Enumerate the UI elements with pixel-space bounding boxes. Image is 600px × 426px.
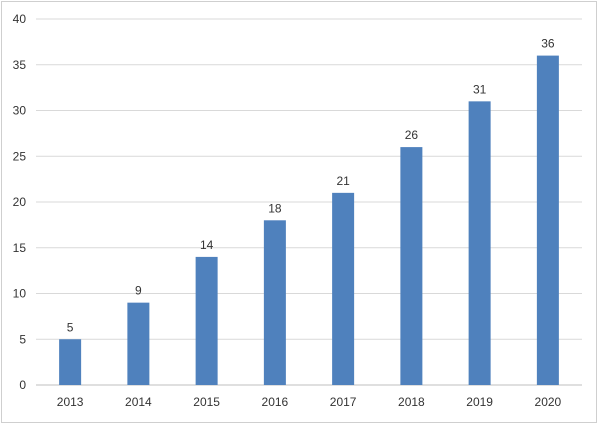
data-label-2019: 31 [473,82,487,96]
data-label-2016: 18 [268,201,282,215]
x-category-label: 2014 [125,395,152,409]
y-tick-label: 5 [19,332,26,346]
x-category-label: 2019 [466,395,493,409]
x-axis-category-labels: 2013 2014 2015 2016 2017 2018 2019 2020 [57,395,562,409]
bar-2015 [195,256,218,385]
bar-2013 [59,339,82,385]
data-labels: 5 9 14 18 21 26 31 36 [67,37,555,335]
y-tick-label: 10 [13,287,27,301]
y-axis-tick-labels: 0 5 10 15 20 25 30 35 40 [13,12,27,392]
data-label-2018: 26 [405,128,419,142]
bar-2017 [332,192,355,385]
x-category-label: 2015 [193,395,220,409]
bar-2014 [127,302,150,385]
data-label-2013: 5 [67,320,74,334]
bar-2019 [468,101,491,385]
grid-lines [36,18,582,340]
x-category-label: 2017 [330,395,357,409]
x-category-label: 2016 [262,395,289,409]
x-category-label: 2013 [57,395,84,409]
bar-2018 [400,147,423,385]
bars [59,55,559,385]
bar-2020 [536,55,559,385]
x-category-label: 2020 [535,395,562,409]
y-tick-label: 30 [13,104,27,118]
y-tick-label: 40 [13,12,27,26]
y-tick-label: 25 [13,149,27,163]
data-label-2017: 21 [336,174,350,188]
y-tick-label: 0 [19,378,26,392]
y-tick-label: 35 [13,58,27,72]
y-tick-label: 15 [13,241,27,255]
data-label-2020: 36 [541,37,555,51]
x-category-label: 2018 [398,395,425,409]
data-label-2014: 9 [135,284,142,298]
y-tick-label: 20 [13,195,27,209]
data-label-2015: 14 [200,238,214,252]
bar-2016 [263,220,286,385]
